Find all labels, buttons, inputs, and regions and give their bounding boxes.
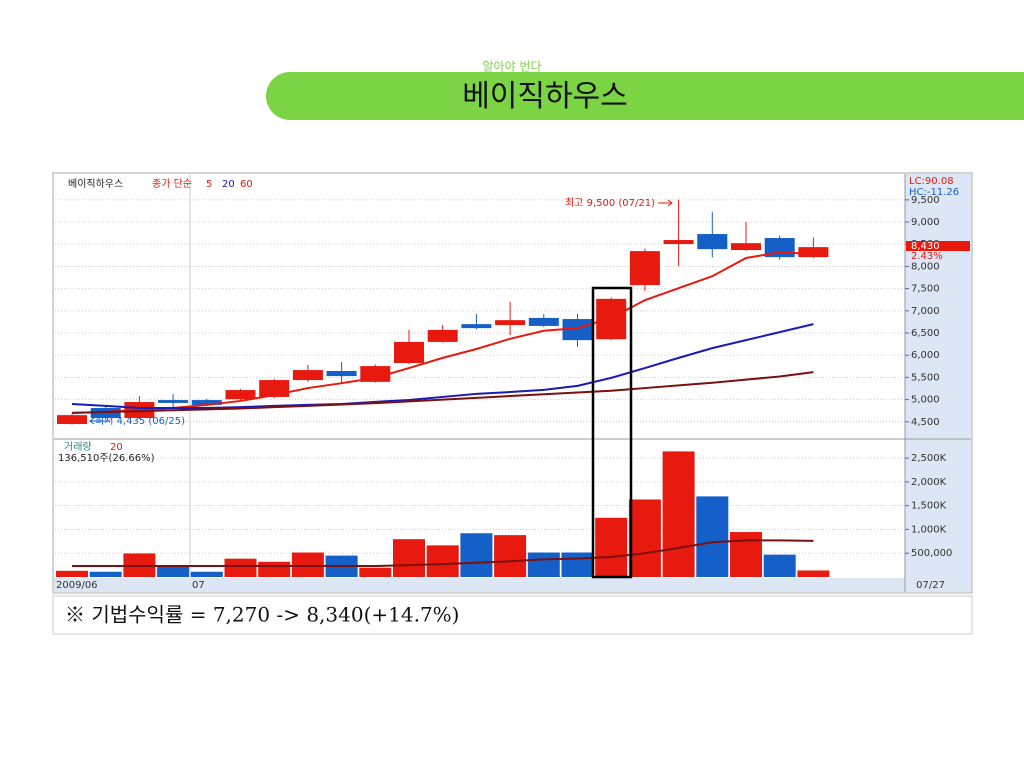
candle-body [731,243,761,251]
y-tick-label: 8,000 [911,261,940,272]
candle-body [292,370,323,381]
y-tick-label: 1,500K [911,501,947,512]
volume-bar [595,517,628,577]
candle-body [225,390,256,400]
volume-bar [291,552,324,577]
arrow [89,417,110,425]
candle-body [461,324,492,329]
y-tick-label: 500,000 [911,548,952,559]
candle-body [629,251,660,286]
volume-bar [89,571,122,577]
y-tick-label: 9,500 [911,195,940,206]
price-box [906,241,970,251]
hc-label: HC:-11.26 [909,187,959,198]
volume-bar [190,571,223,577]
note-box [52,595,973,635]
candle-body [57,415,87,425]
volume-bar [224,558,257,577]
volume-info: 136,510주(26.66%) [58,453,155,464]
candle-body [427,329,458,342]
candle-body [360,366,391,382]
candle-body [495,320,526,326]
candle-body [191,400,222,405]
title-bar [266,72,1024,120]
candle-body [394,341,424,363]
y-tick-label: 5,500 [911,372,940,383]
annotation-high: 최고 9,500 (07/21) [565,197,655,209]
y-tick-label: 7,500 [911,284,940,295]
volume-bar [393,539,425,577]
candle-body [697,234,728,250]
ma-line [71,371,814,414]
volume-bar [157,565,190,577]
volume-bar [763,554,796,577]
y-tick-label: 6,000 [911,350,940,361]
candle-body [326,370,357,377]
y-tick-label: 4,500 [911,417,940,428]
note: ※ 기법수익률 = 7,270 -> 8,340(+14.7%) [65,603,459,627]
candle-body [663,240,694,245]
x-label: 2009/06 [56,580,98,591]
y-tick-label: 2,000K [911,477,947,488]
x-label: 07/27 [916,580,945,591]
candle-body [562,319,593,341]
volume-bar [730,532,762,577]
volume-bar [662,451,695,577]
x-label: 07 [192,580,205,591]
legend-entry: 20 [222,179,235,190]
candle-body [596,298,627,340]
y-tick-label: 5,000 [911,395,940,406]
y-tick-label: 9,000 [911,217,940,228]
title: 베이직하우스 [462,79,628,114]
y-tick-label: 2,500K [911,453,947,464]
ma-line [71,323,814,410]
legend-entry: 5 [206,179,212,190]
candle-body [798,247,829,258]
volume-bar [527,552,560,577]
ma-line [71,251,814,414]
change-pct: 2.43% [911,251,943,262]
volume-bar [561,552,594,577]
candle-body [528,317,559,326]
volume-bar [56,570,88,577]
legend-entry: 60 [240,179,253,190]
arrow [658,199,673,207]
y-tick-label: 7,000 [911,306,940,317]
chart-name: 베이직하우스 [68,177,123,190]
volume-bar [494,535,527,577]
volume-name: 거래량 [64,441,92,453]
subtitle: 알아야 번다 [482,60,541,74]
y-tick-label: 1,000K [911,524,947,535]
x-axis-bg [54,578,971,592]
y-tick-label: 6,500 [911,328,940,339]
volume-bar [696,496,729,577]
volume-bar [426,545,459,577]
lc-label: LC:90.08 [909,176,954,187]
volume-bar [460,533,493,577]
ma-line [72,539,814,568]
volume-bar [258,561,291,577]
volume-bar [628,499,661,577]
legend-entry: 20 [110,442,123,453]
chart-frame [52,172,973,594]
volume-bar [797,570,830,577]
indicator: 종가 단순 [152,178,192,190]
highlight-box [591,286,633,579]
charts: 4,500 5,000 5,500 6,000 6,500 7,000 7,500 8,000… [55,176,970,591]
candle-body [158,400,189,403]
volume-bar [359,567,392,577]
annotation-low: 최저 4,435 (06/25) [95,415,185,427]
current-price: 8,430 [911,241,940,252]
